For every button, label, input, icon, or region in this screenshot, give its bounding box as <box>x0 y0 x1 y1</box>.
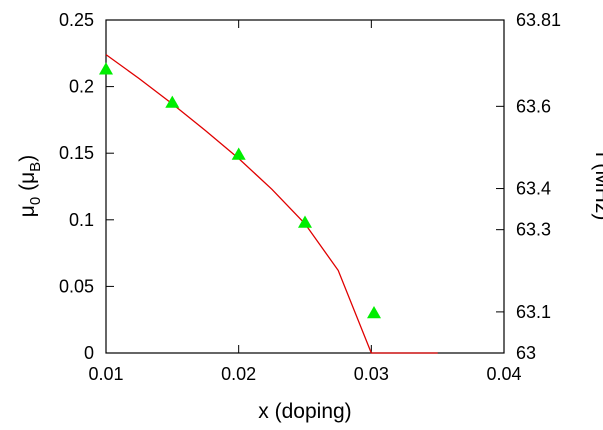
y-tick-label: 0.05 <box>59 276 94 296</box>
x-axis-label: x (doping) <box>258 400 351 423</box>
data-point-triangle <box>367 306 381 319</box>
y-tick-label: 0.15 <box>59 143 94 163</box>
x-tick-label: 0.03 <box>354 364 389 384</box>
data-point-triangle <box>298 215 312 228</box>
x-tick-label: 0.04 <box>486 364 521 384</box>
tick-labels: 0.01 0.02 0.03 0.04 0 0.05 0.1 0.15 0.2 0.25 63 63.… <box>59 10 561 384</box>
y-tick-label: 0.2 <box>69 77 94 97</box>
x-tick-label: 0.01 <box>88 364 123 384</box>
series-group <box>99 54 438 354</box>
y2-tick-label: 63.1 <box>516 302 551 322</box>
y-tick-label: 0.25 <box>59 10 94 30</box>
y2-axis-label: f (MHz) <box>591 152 603 221</box>
x-tick-label: 0.02 <box>221 364 256 384</box>
fit-line <box>105 54 438 354</box>
plot-frame <box>105 19 505 354</box>
y2-tick-label: 63.4 <box>516 179 551 199</box>
data-point-triangle <box>231 147 246 160</box>
y2-tick-label: 63 <box>516 343 536 363</box>
y2-tick-label: 63.81 <box>516 10 561 30</box>
y2-tick-label: 63.6 <box>516 96 551 116</box>
ticks <box>105 19 505 354</box>
y-tick-label: 0.1 <box>69 210 94 230</box>
data-point-triangle <box>99 62 113 75</box>
y-tick-label: 0 <box>84 343 94 363</box>
data-point-triangle <box>165 95 180 108</box>
y-axis-label: μ0 (μB) <box>16 155 44 217</box>
y2-tick-label: 63.3 <box>516 220 551 240</box>
